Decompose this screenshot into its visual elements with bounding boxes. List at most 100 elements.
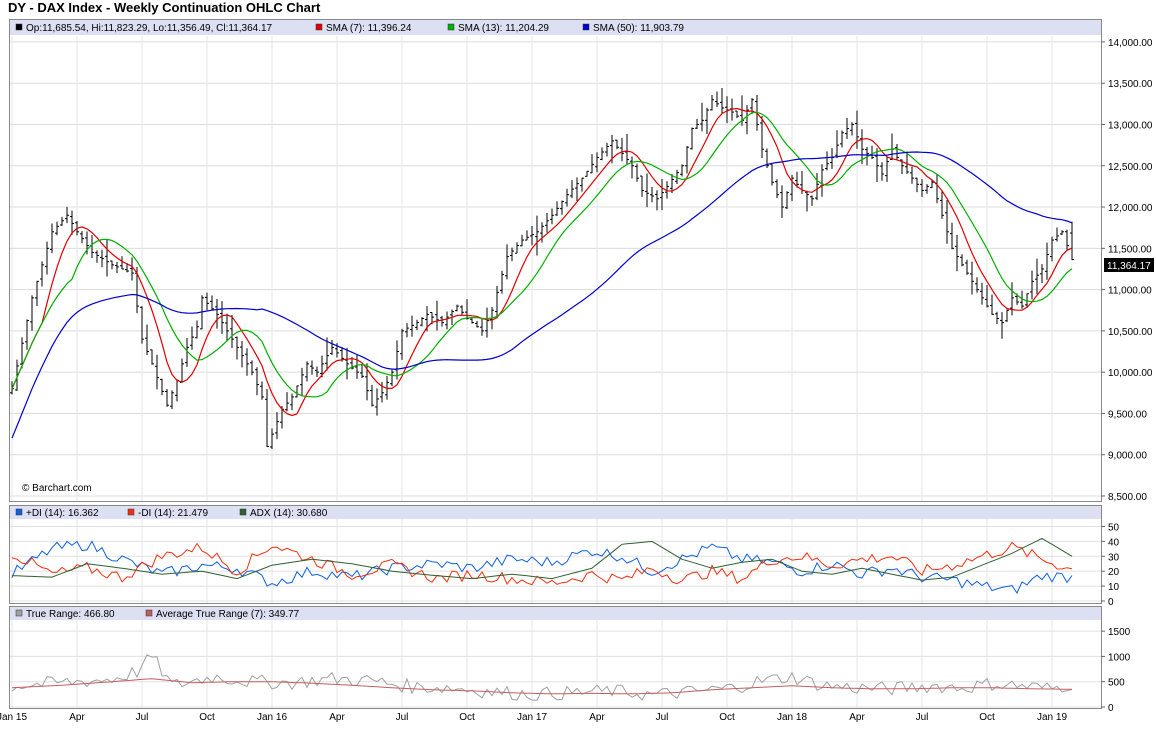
ohlc-bar — [785, 191, 789, 209]
legend-item: True Range: 466.80 — [26, 609, 115, 620]
legend-swatch — [127, 508, 135, 516]
ohlc-bar — [355, 354, 359, 379]
ohlc-bar — [600, 147, 604, 161]
ohlc-bar — [845, 117, 849, 139]
x-axis-label: Oct — [199, 712, 215, 723]
ohlc-bar — [235, 336, 239, 360]
dmi-axis-label: 40 — [1108, 537, 1120, 548]
axis-labels: 14,000.00 13,500.00 13,000.00 12,500.00 12,0… — [0, 38, 1153, 723]
ohlc-bar — [710, 95, 714, 111]
ohlc-bar — [300, 367, 304, 397]
ohlc-bar — [1065, 229, 1069, 250]
ohlc-bar — [970, 261, 974, 295]
ohlc-bar — [285, 392, 289, 412]
ohlc-bar — [250, 360, 254, 376]
price-axis-label: 8,500.00 — [1108, 492, 1147, 503]
ohlc-bar — [110, 260, 114, 270]
ohlc-bar — [530, 225, 534, 246]
ohlc-bar — [915, 177, 919, 193]
legend-item: -DI (14): 21.479 — [138, 508, 208, 519]
price-axis-label: 11,500.00 — [1108, 244, 1152, 255]
ohlc-bar — [615, 139, 619, 150]
ohlc-bar — [840, 130, 844, 148]
ohlc-bar — [675, 169, 679, 184]
price-legend-bar — [10, 20, 1101, 35]
ohlc-bar — [545, 212, 549, 233]
price-axis-label: 13,500.00 — [1108, 79, 1153, 90]
ohlc-bar — [815, 172, 819, 201]
dmi-axis-label: 10 — [1108, 582, 1120, 593]
ohlc-bar — [485, 307, 489, 338]
ohlc-bar — [835, 130, 839, 159]
ohlc-bar — [115, 261, 119, 274]
ohlc-bar — [240, 340, 244, 368]
price-axis-label: 12,000.00 — [1108, 203, 1153, 214]
ohlc-bar — [515, 242, 519, 254]
legend-item: Average True Range (7): 349.77 — [156, 609, 300, 620]
legend-swatch — [582, 23, 590, 31]
dmi-panel-frame — [9, 505, 1102, 604]
atr-axis-label: 500 — [1108, 678, 1125, 689]
ohlc-bar — [460, 305, 464, 316]
ohlc-bar — [745, 105, 749, 135]
ohlc-bar — [225, 313, 229, 342]
ohlc-bar — [875, 148, 879, 182]
ohlc-bar — [1045, 242, 1049, 280]
ohlc-bar — [120, 256, 124, 270]
ohlc-bar — [210, 295, 214, 311]
ohlc-bar — [415, 319, 419, 331]
ohlc-bar — [310, 360, 314, 375]
ohlc-bar — [15, 359, 19, 391]
ohlc-bar — [895, 143, 899, 161]
ohlc-bar — [965, 259, 969, 275]
legend-swatch — [15, 23, 23, 31]
ohlc-bar — [620, 137, 624, 162]
atr-legend-bar — [10, 607, 1101, 620]
ohlc-bar — [155, 354, 159, 390]
x-axis-label: Jul — [916, 712, 929, 723]
legend-swatch — [315, 23, 323, 31]
ohlc-bar — [70, 210, 74, 235]
ohlc-bar — [30, 295, 34, 331]
minus-di-line — [11, 541, 1073, 586]
ohlc-bar — [125, 263, 129, 273]
dmi-axis-label: 20 — [1108, 567, 1120, 578]
ohlc-bar — [35, 280, 39, 306]
price-axis-label: 10,500.00 — [1108, 327, 1153, 338]
ohlc-bar — [45, 241, 49, 275]
ohlc-bar — [325, 337, 329, 371]
ohlc-bar — [580, 177, 584, 192]
price-bars — [10, 87, 1074, 450]
plus-di-line — [11, 540, 1073, 595]
x-axis-label: Jan 18 — [777, 712, 807, 723]
ohlc-bar — [910, 166, 914, 184]
ohlc-bar — [945, 200, 949, 244]
legend-item: Op:11,685.54, Hi:11,823.29, Lo:11,356.49… — [26, 23, 273, 34]
avg-true-range-line — [11, 678, 1073, 695]
ohlc-bar — [720, 87, 724, 114]
ohlc-bar — [80, 231, 84, 244]
ohlc-bar — [850, 122, 854, 136]
price-axis-label: 14,000.00 — [1108, 38, 1153, 49]
atr-lines — [11, 654, 1073, 701]
sma-lines — [11, 107, 1073, 439]
ohlc-bar — [25, 319, 29, 350]
ohlc-bar — [1055, 227, 1059, 242]
ohlc-bar — [685, 146, 689, 174]
ohlc-bar — [635, 163, 639, 182]
ohlc-bar — [950, 222, 954, 250]
x-axis-label: Jan 16 — [257, 712, 287, 723]
ohlc-bar — [40, 261, 44, 287]
last-price-tag: 11,364.17 — [1104, 258, 1154, 272]
ohlc-bar — [230, 314, 234, 349]
ohlc-bar — [695, 118, 699, 130]
ohlc-bar — [275, 412, 279, 440]
ohlc-bar — [855, 110, 859, 149]
x-axis-label: Jan 17 — [517, 712, 547, 723]
ohlc-bar — [650, 186, 654, 203]
x-axis-label: Oct — [719, 712, 735, 723]
ohlc-bar — [220, 301, 224, 334]
ohlc-bar — [20, 337, 24, 369]
ohlc-bar — [370, 384, 374, 407]
ohlc-bar — [95, 250, 99, 263]
